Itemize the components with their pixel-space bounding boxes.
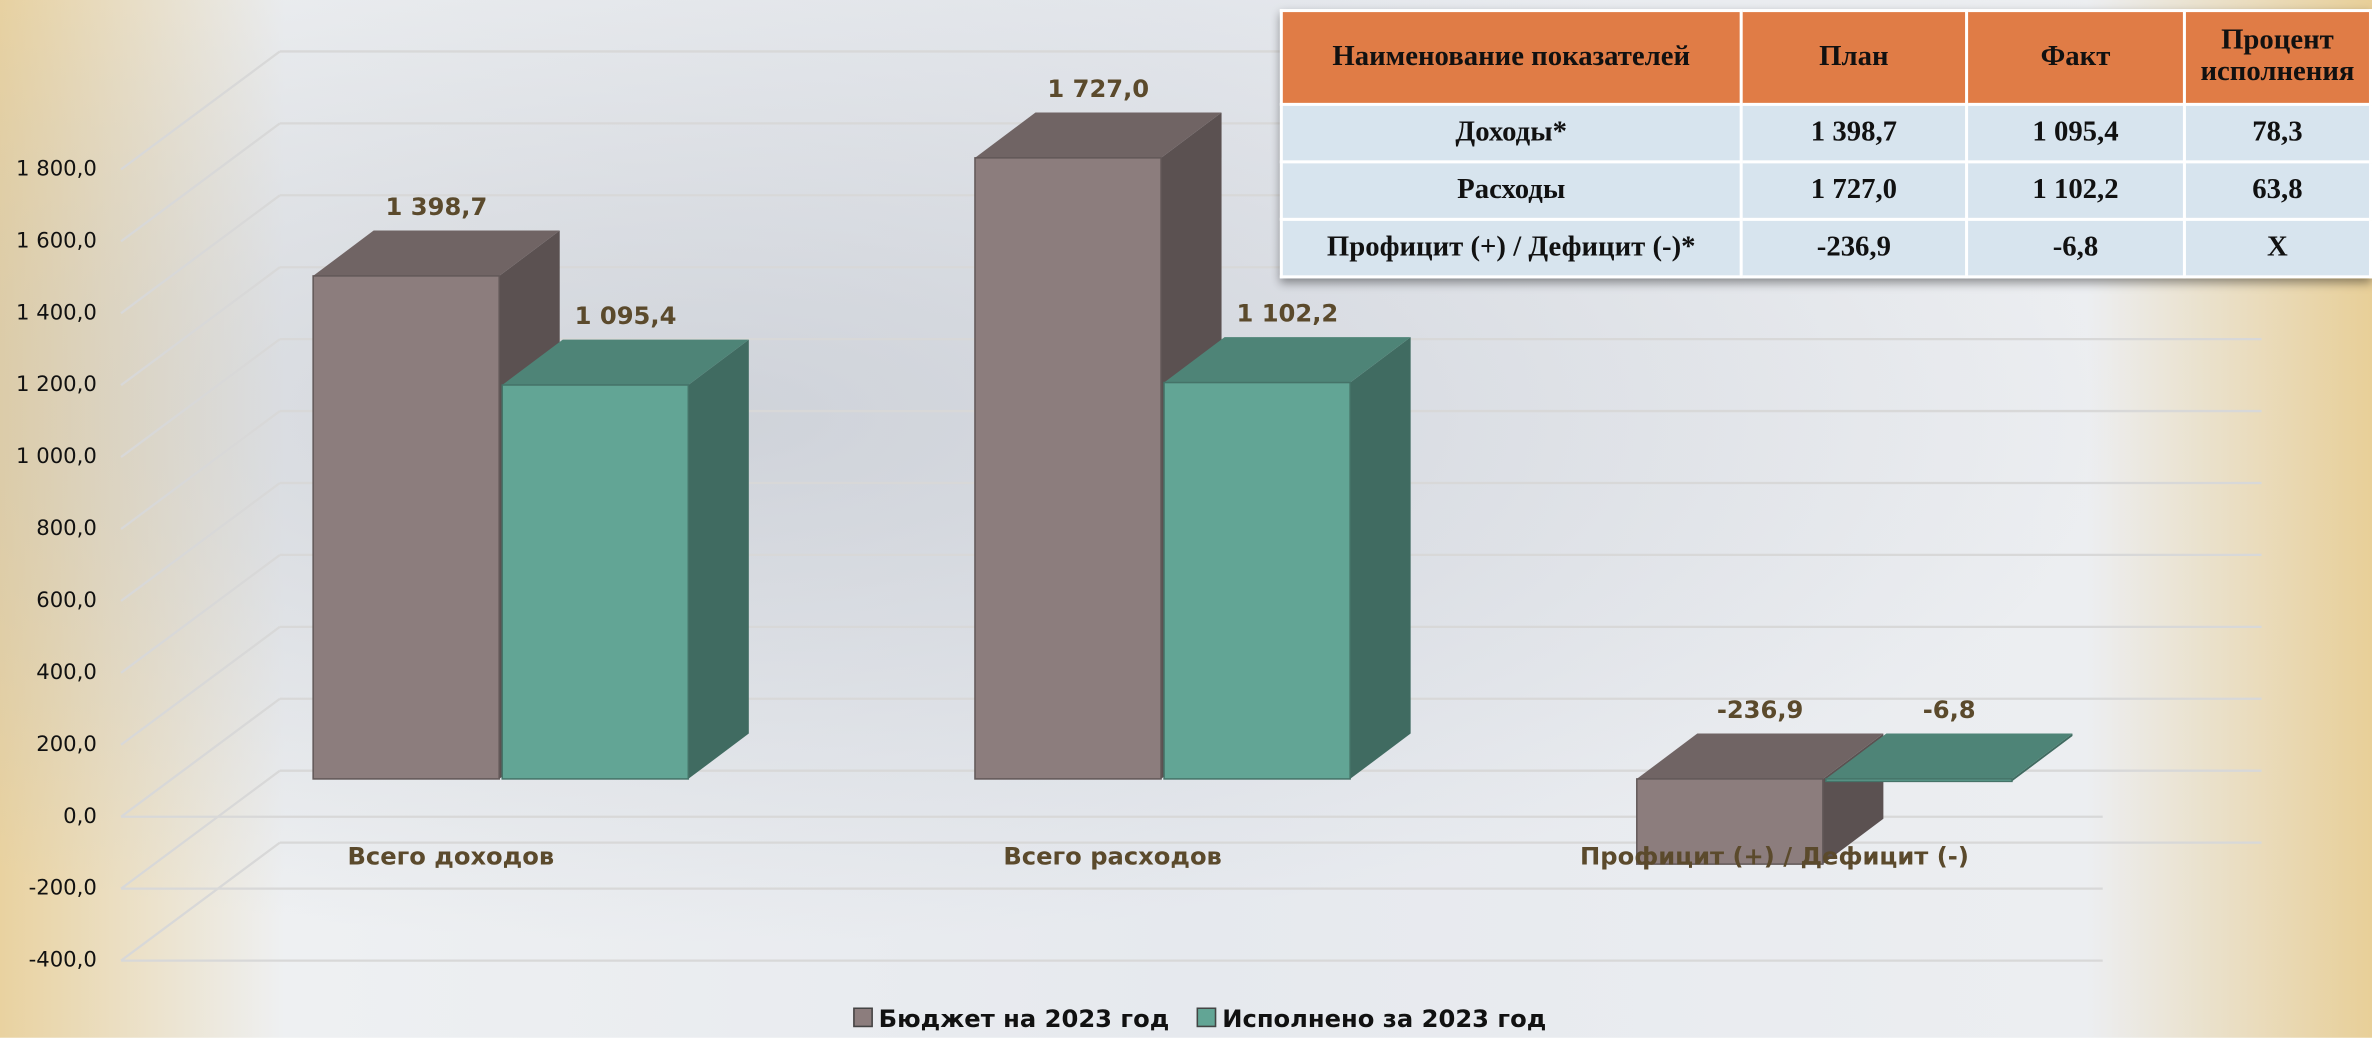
- x-tick-label: Всего расходов: [1003, 843, 1222, 871]
- y-tick-label: 1 400,0: [16, 299, 97, 324]
- grid-line: [120, 122, 281, 243]
- bar: [501, 384, 690, 780]
- grid-line: [120, 625, 281, 746]
- grid-line: [120, 194, 281, 315]
- y-tick-label: 1 600,0: [16, 227, 97, 252]
- table-header: Процент исполнения: [2182, 9, 2372, 106]
- table-cell: 78,3: [2182, 102, 2372, 164]
- y-tick-label: 600,0: [36, 587, 97, 612]
- grid-line: [120, 841, 281, 962]
- table-cell: -6,8: [1965, 217, 2186, 279]
- grid-line: [120, 553, 281, 674]
- table-cell: Доходы*: [1279, 102, 1743, 164]
- value-label: -236,9: [1717, 696, 1804, 724]
- bar-side: [688, 339, 749, 779]
- bar-top: [1164, 337, 1411, 383]
- y-tick-label: -200,0: [29, 875, 97, 900]
- value-label: 1 102,2: [1236, 299, 1338, 327]
- bar-top: [974, 112, 1222, 158]
- y-tick-label: -400,0: [29, 947, 97, 972]
- grid-line: [120, 410, 281, 530]
- y-tick-label: 1 200,0: [16, 371, 97, 396]
- table-cell: 1 102,2: [1965, 160, 2186, 221]
- grid-line: [120, 769, 281, 890]
- table-cell: 1 095,4: [1965, 102, 2186, 164]
- value-label: 1 727,0: [1047, 75, 1149, 103]
- table-cell: 1 398,7: [1739, 102, 1969, 164]
- legend-swatch: [1196, 1007, 1217, 1028]
- table-cell: 1 727,0: [1739, 160, 1969, 221]
- grid-line: [120, 482, 281, 602]
- bar: [1636, 778, 1824, 865]
- legend: Бюджет на 2023 год Исполнено за 2023 год: [0, 1004, 2372, 1033]
- grid-line: [120, 697, 281, 818]
- y-tick-label: 200,0: [36, 731, 97, 756]
- table-cell: X: [2182, 217, 2372, 279]
- bar-top: [502, 339, 749, 386]
- bar-top: [1636, 733, 1884, 779]
- grid-line: [120, 50, 281, 171]
- table-cell: Профицит (+) / Дефицит (-)*: [1279, 217, 1743, 279]
- bar-side: [1350, 337, 1411, 779]
- value-label: 1 095,4: [575, 302, 677, 330]
- table-header: Факт: [1965, 9, 2186, 106]
- table-cell: -236,9: [1739, 217, 1969, 279]
- table-cell: 63,8: [2182, 160, 2372, 221]
- grid-line: [120, 266, 281, 387]
- y-tick-label: 800,0: [36, 515, 97, 540]
- bar: [312, 275, 500, 780]
- grid-line: [120, 338, 281, 459]
- y-tick-label: 1 800,0: [16, 155, 97, 180]
- y-tick-label: 0,0: [63, 803, 97, 828]
- legend-label: Бюджет на 2023 год: [878, 1004, 1170, 1034]
- bar: [1825, 778, 2013, 783]
- value-label: 1 398,7: [386, 193, 488, 221]
- table-header: Наименование показателей: [1279, 9, 1743, 106]
- y-tick-label: 1 000,0: [16, 443, 97, 468]
- bar-top: [1825, 733, 2073, 779]
- x-tick-label: Всего доходов: [347, 843, 554, 871]
- bar: [1163, 381, 1351, 780]
- table-cell: Расходы: [1279, 160, 1743, 221]
- x-tick-label: Профицит (+) / Дефицит (-): [1580, 843, 1969, 871]
- y-tick-label: 400,0: [36, 659, 97, 684]
- bar-side: [2011, 733, 2073, 782]
- bar-top: [313, 230, 560, 276]
- legend-label: Исполнено за 2023 год: [1222, 1004, 1547, 1034]
- legend-swatch: [852, 1007, 873, 1028]
- value-label: -6,8: [1923, 696, 1976, 724]
- bar: [974, 157, 1162, 780]
- summary-table: Наименование показателей План Факт Проце…: [1279, 9, 2372, 279]
- table-header: План: [1739, 9, 1969, 106]
